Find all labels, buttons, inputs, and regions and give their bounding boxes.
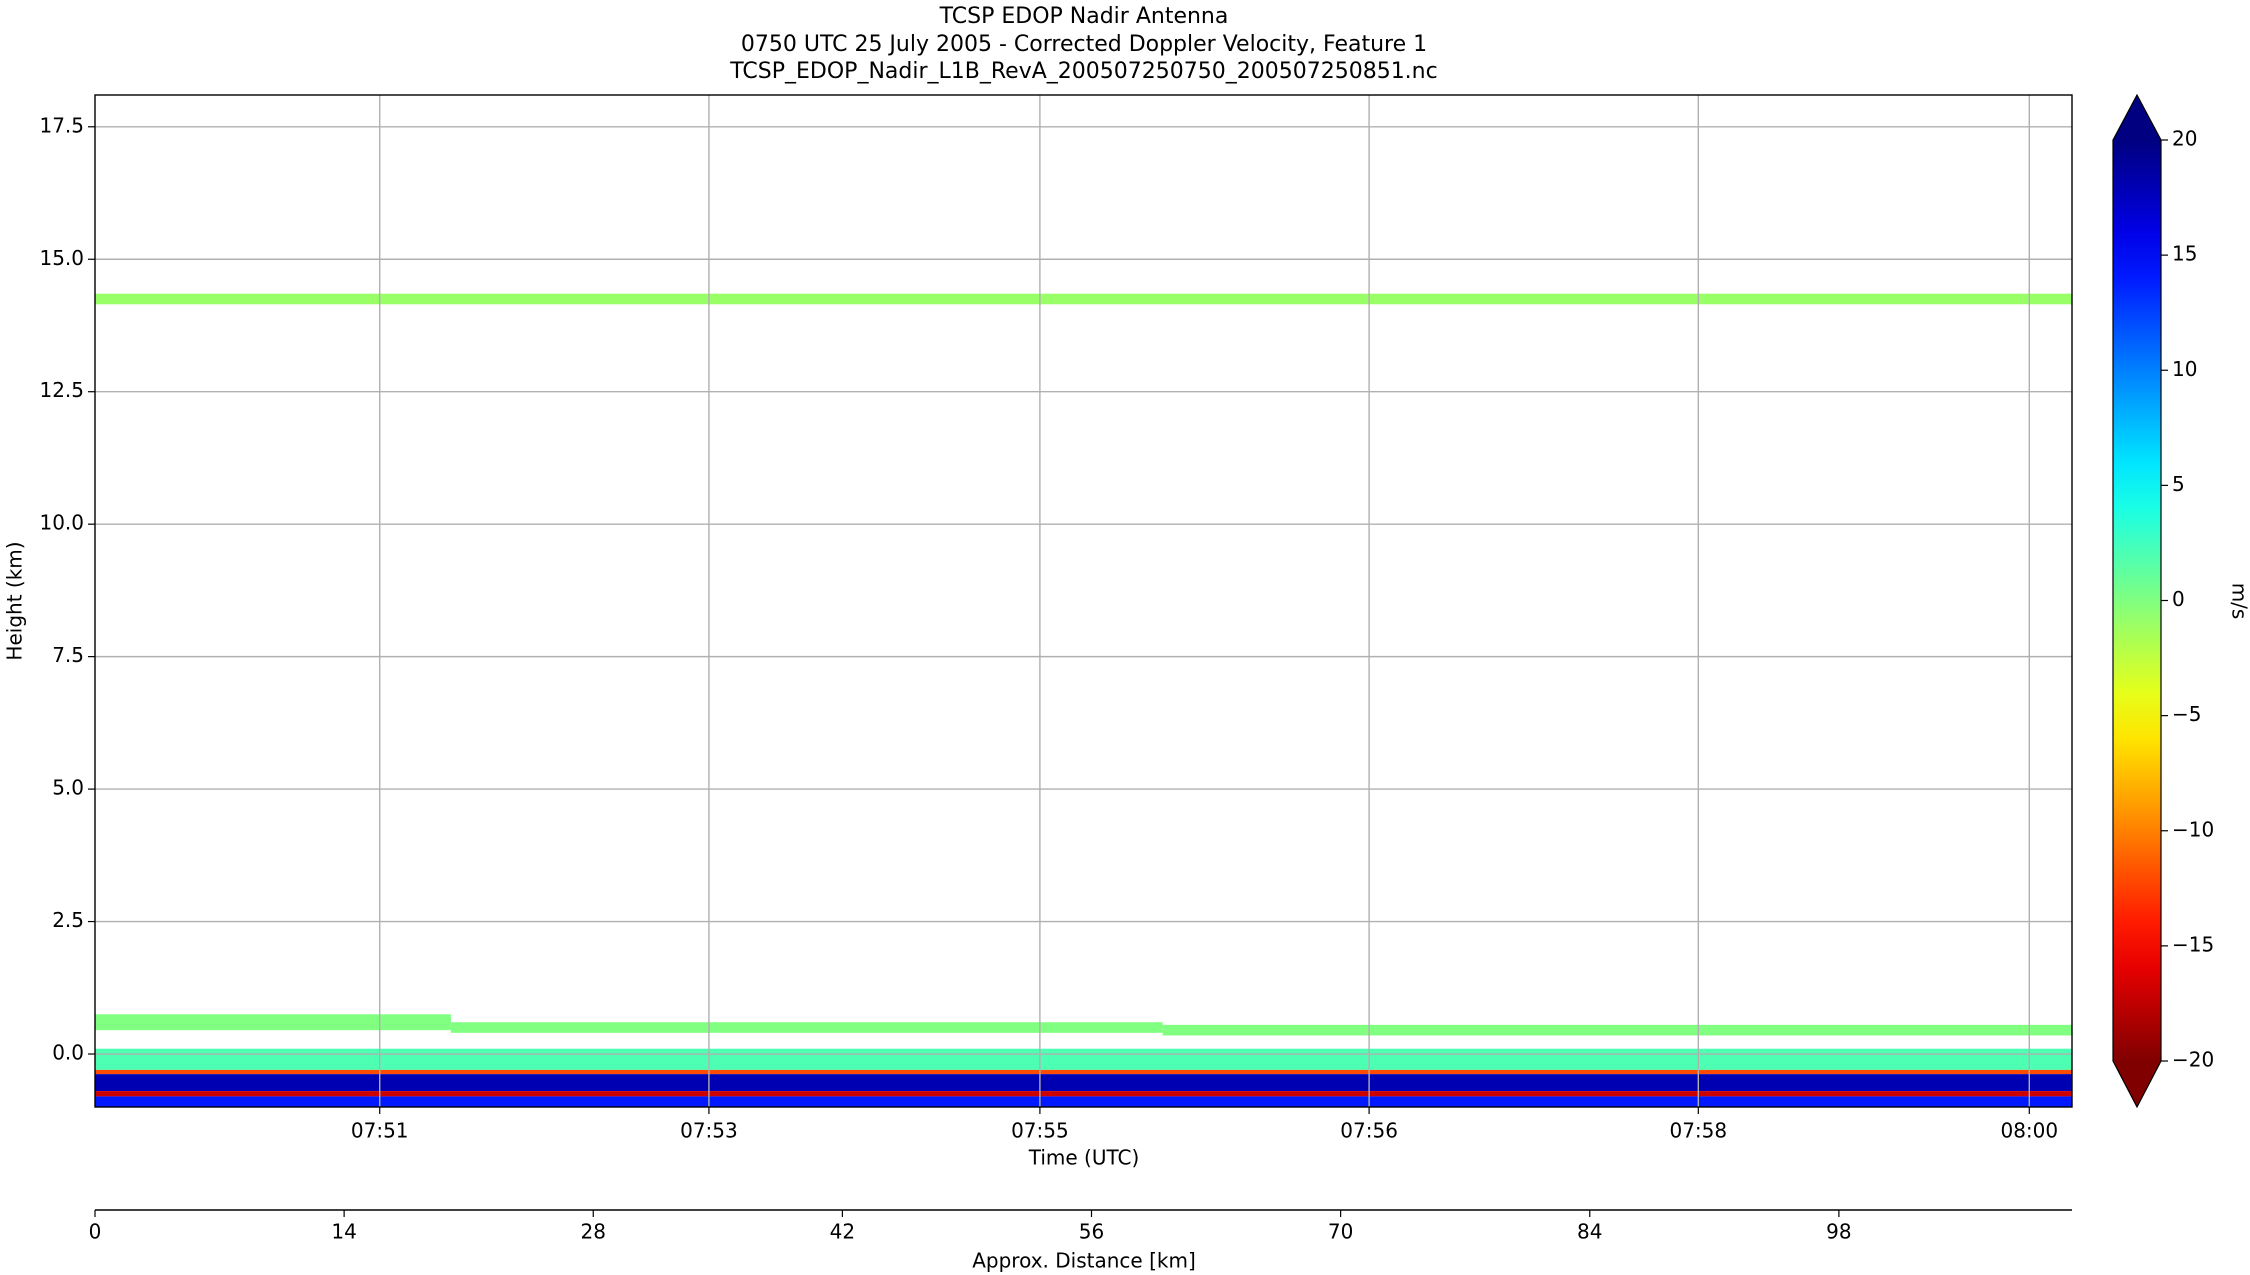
x-tick-label: 07:53 <box>680 1119 738 1143</box>
x2-tick-label: 42 <box>830 1220 855 1244</box>
velocity-layer <box>95 1014 451 1031</box>
velocity-layer <box>95 1091 2072 1097</box>
y-tick-label: 17.5 <box>39 113 84 137</box>
colorbar-tick-label: −10 <box>2172 817 2214 841</box>
colorbar-extend-top <box>2113 95 2161 140</box>
colorbar-tick-label: 10 <box>2172 357 2197 381</box>
x2-tick-label: 84 <box>1577 1220 1602 1244</box>
colorbar-tick-label: 5 <box>2172 472 2185 496</box>
velocity-layer <box>95 1096 2072 1107</box>
colorbar-tick-label: −20 <box>2172 1048 2214 1072</box>
colorbar-tick-label: −15 <box>2172 932 2214 956</box>
y-tick-label: 2.5 <box>52 908 84 932</box>
velocity-layer <box>95 1048 2072 1070</box>
colorbar-label: m/s <box>2228 583 2250 620</box>
y-axis-label: Height (km) <box>3 541 27 660</box>
y-tick-label: 7.5 <box>52 643 84 667</box>
velocity-layer <box>95 293 2072 305</box>
velocity-layer <box>95 1074 2072 1092</box>
x-tick-label: 07:51 <box>351 1119 409 1143</box>
x2-tick-label: 28 <box>581 1220 606 1244</box>
colorbar-tick-label: 15 <box>2172 242 2197 266</box>
x2-tick-label: 70 <box>1328 1220 1353 1244</box>
x-axis-label: Time (UTC) <box>1028 1146 1140 1170</box>
x2-tick-label: 56 <box>1079 1220 1104 1244</box>
x-tick-label: 08:00 <box>2000 1119 2058 1143</box>
x-tick-label: 07:55 <box>1011 1119 1069 1143</box>
colorbar-tick-label: 0 <box>2172 587 2185 611</box>
colorbar-tick-label: 20 <box>2172 127 2197 151</box>
y-tick-label: 10.0 <box>39 511 84 535</box>
velocity-layer <box>450 1022 1163 1033</box>
x2-axis-label: Approx. Distance [km] <box>972 1249 1196 1273</box>
colorbar <box>2113 140 2161 1061</box>
x2-tick-label: 98 <box>1826 1220 1851 1244</box>
chart-subtitle: 0750 UTC 25 July 2005 - Corrected Dopple… <box>741 32 1427 57</box>
velocity-layer <box>1162 1024 2072 1036</box>
x2-tick-label: 0 <box>89 1220 102 1244</box>
x2-tick-label: 14 <box>331 1220 356 1244</box>
x-tick-label: 07:58 <box>1669 1119 1727 1143</box>
velocity-layer <box>95 1069 2072 1075</box>
y-tick-label: 0.0 <box>52 1041 84 1065</box>
chart-filename: TCSP_EDOP_Nadir_L1B_RevA_200507250750_20… <box>729 59 1437 84</box>
y-tick-label: 5.0 <box>52 776 84 800</box>
y-tick-label: 12.5 <box>39 378 84 402</box>
chart-title: TCSP EDOP Nadir Antenna <box>939 4 1229 29</box>
y-tick-label: 15.0 <box>39 246 84 270</box>
colorbar-tick-label: −5 <box>2172 702 2201 726</box>
colorbar-extend-bottom <box>2113 1061 2161 1107</box>
plot-frame <box>94 94 2073 1108</box>
x-tick-label: 07:56 <box>1340 1119 1398 1143</box>
